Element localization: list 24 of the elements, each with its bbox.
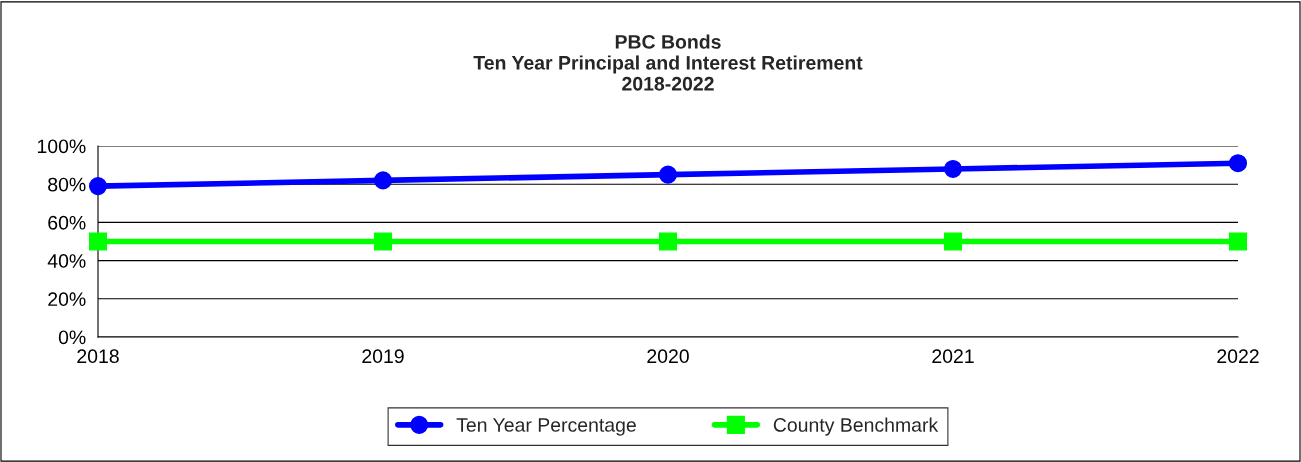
chart-title: PBC Bonds Ten Year Principal and Interest Retirement 2018-2022	[473, 34, 863, 91]
x-tick-label: 2018	[77, 349, 119, 364]
y-tick-label: 100%	[37, 139, 86, 154]
point	[1228, 232, 1248, 251]
legend-label: Ten Year Percentage	[456, 418, 636, 436]
x-tick-label: 2022	[1217, 349, 1259, 364]
point	[88, 177, 108, 196]
x-tick-label: 2020	[647, 349, 689, 364]
x-tick-label: 2021	[932, 349, 974, 364]
x-tick-label: 2019	[362, 349, 404, 364]
point	[88, 232, 108, 251]
point	[373, 232, 393, 251]
point	[373, 171, 393, 190]
y-tick-label: 0%	[58, 330, 86, 345]
point	[1228, 154, 1248, 173]
y-tick-label: 80%	[48, 177, 86, 192]
point	[943, 232, 963, 251]
legend-label: County Benchmark	[773, 417, 939, 436]
point	[658, 232, 678, 251]
y-tick-label: 60%	[48, 215, 86, 230]
point	[658, 165, 678, 184]
point	[943, 159, 963, 178]
y-tick-label: 40%	[47, 254, 86, 268]
y-tick-label: 20%	[48, 292, 86, 307]
